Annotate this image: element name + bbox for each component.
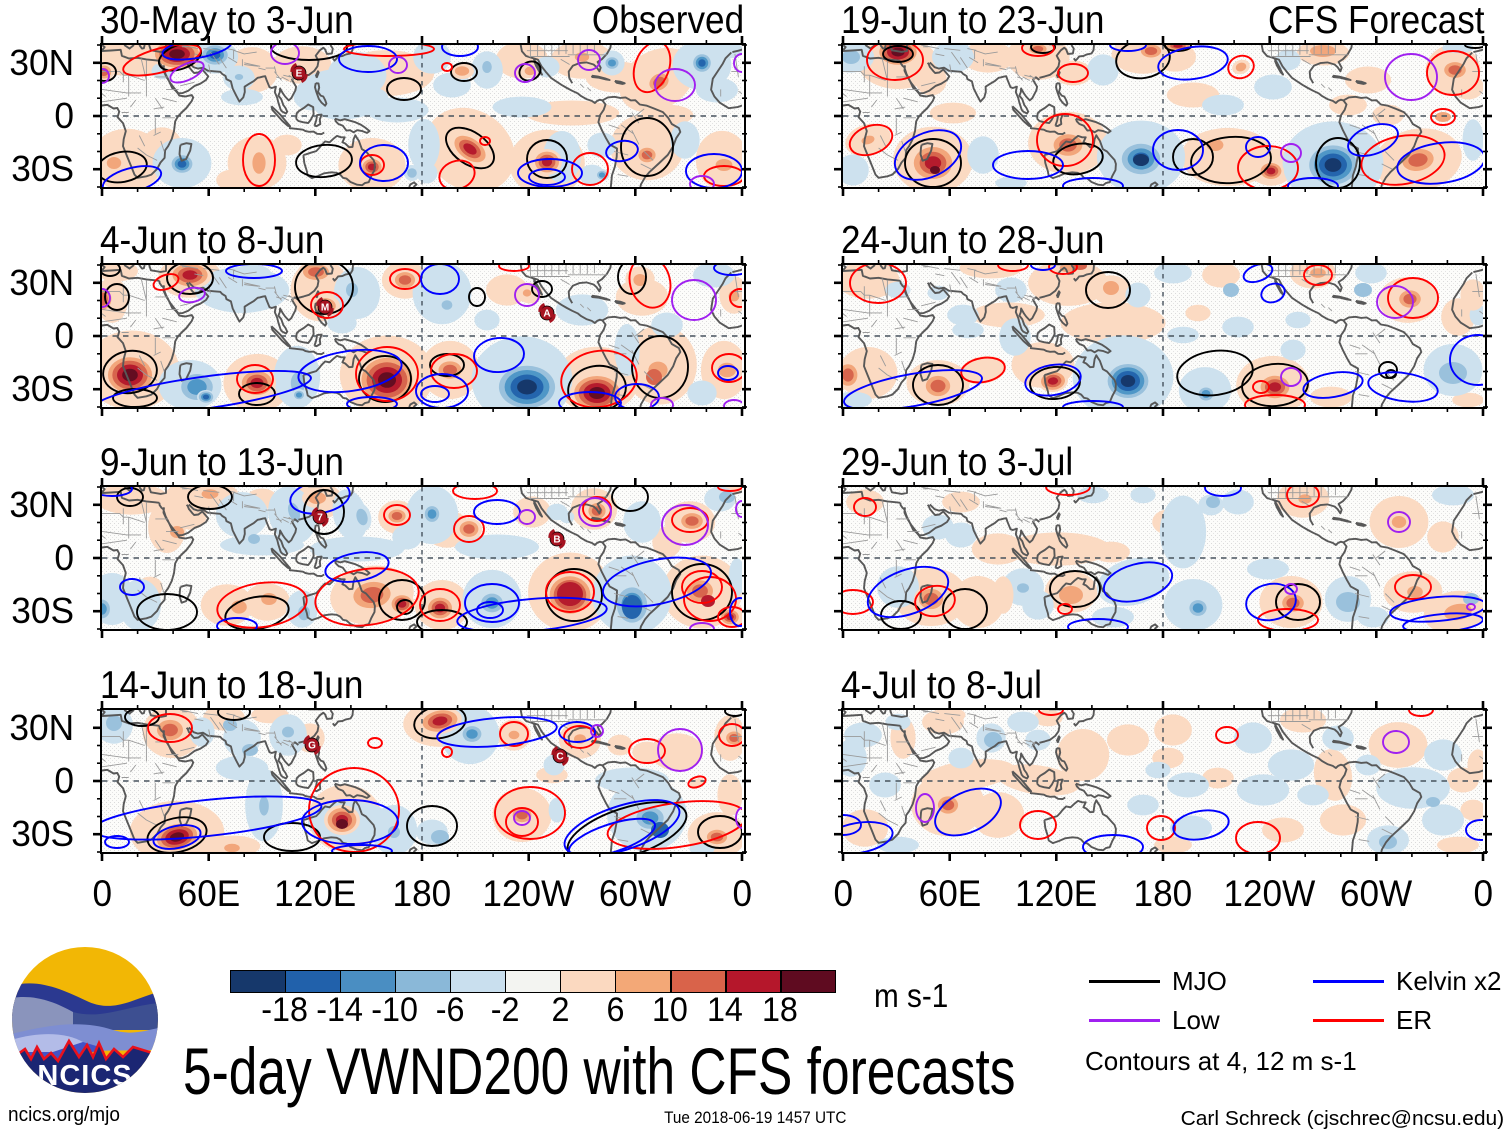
svg-text:G: G [308, 741, 316, 752]
svg-text:7: 7 [317, 513, 323, 524]
svg-text:NCICS: NCICS [37, 1060, 132, 1092]
svg-text:C: C [556, 752, 563, 763]
svg-text:E: E [296, 69, 303, 80]
svg-text:B: B [553, 535, 560, 546]
svg-text:M: M [321, 303, 329, 314]
svg-text:A: A [543, 309, 550, 320]
